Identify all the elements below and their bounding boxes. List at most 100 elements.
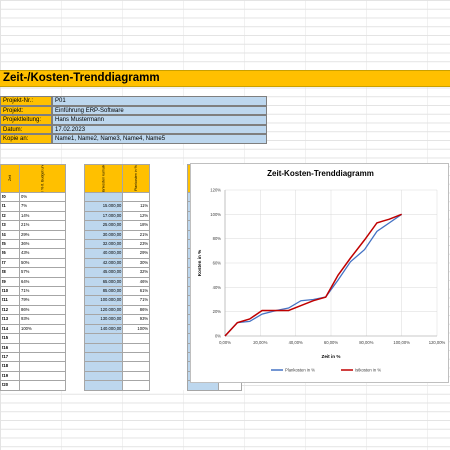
table-cell[interactable]: 30.000,00 bbox=[84, 229, 124, 241]
table-cell[interactable]: t20 bbox=[0, 380, 20, 391]
table-cell[interactable] bbox=[122, 380, 151, 391]
table-cell[interactable] bbox=[122, 370, 151, 382]
table-cell[interactable]: 85.000,00 bbox=[84, 286, 124, 297]
table-cell[interactable] bbox=[84, 191, 124, 203]
spacer-cell[interactable] bbox=[149, 267, 188, 278]
spacer-cell[interactable] bbox=[65, 305, 85, 315]
table-cell[interactable]: 46% bbox=[122, 276, 151, 288]
table-cell[interactable]: 71% bbox=[122, 295, 151, 306]
table-cell[interactable]: 12% bbox=[122, 210, 151, 222]
spacer-cell[interactable] bbox=[65, 201, 85, 212]
table-cell[interactable] bbox=[122, 191, 151, 203]
table-cell[interactable]: 36% bbox=[18, 239, 67, 250]
table-cell[interactable]: 120.000,00 bbox=[84, 304, 124, 316]
table-cell[interactable] bbox=[18, 370, 67, 382]
spacer-cell[interactable] bbox=[65, 295, 85, 306]
info-value[interactable]: Einführung ERP-Software bbox=[52, 105, 267, 116]
table-cell[interactable] bbox=[84, 351, 124, 363]
table-cell[interactable]: 43% bbox=[18, 248, 67, 259]
info-value[interactable]: Name1, Name2, Name3, Name4, Name5 bbox=[52, 134, 267, 144]
chart-container[interactable]: Zeit-Kosten-Trenddiagramm 0% 20% 40% 60% 80%… bbox=[190, 163, 449, 383]
table-cell[interactable] bbox=[122, 351, 151, 363]
spacer-cell[interactable] bbox=[65, 267, 85, 278]
table-cell[interactable]: 100% bbox=[18, 323, 67, 335]
table-cell[interactable]: 86% bbox=[18, 304, 67, 316]
table-cell[interactable] bbox=[18, 380, 67, 391]
table-cell[interactable]: 17.000,00 bbox=[84, 210, 124, 222]
spacer-cell[interactable] bbox=[149, 305, 188, 315]
spacer-cell[interactable] bbox=[149, 295, 188, 306]
spacer-cell[interactable] bbox=[65, 333, 85, 343]
table-cell[interactable]: 29% bbox=[18, 229, 67, 241]
spacer-cell[interactable] bbox=[65, 239, 85, 249]
table-cell[interactable] bbox=[122, 361, 151, 372]
table-cell[interactable]: t15 bbox=[0, 333, 20, 344]
spacer-cell[interactable] bbox=[149, 286, 188, 296]
table-cell[interactable]: t6 bbox=[0, 248, 20, 259]
table-cell[interactable]: t13 bbox=[0, 314, 20, 325]
table-cell[interactable] bbox=[84, 370, 124, 382]
table-cell[interactable]: t18 bbox=[0, 361, 20, 372]
table-cell[interactable]: 29% bbox=[122, 248, 151, 259]
table-cell[interactable] bbox=[18, 342, 67, 353]
table-cell[interactable]: t4 bbox=[0, 229, 20, 241]
table-cell[interactable]: 140.000,00 bbox=[84, 323, 124, 335]
table-cell[interactable]: 86% bbox=[122, 304, 151, 316]
table-cell[interactable]: t17 bbox=[0, 351, 20, 363]
spacer-cell[interactable] bbox=[149, 361, 188, 372]
spacer-cell[interactable] bbox=[65, 324, 85, 334]
table-cell[interactable]: 79% bbox=[18, 295, 67, 306]
spacer-cell[interactable] bbox=[65, 220, 85, 231]
spacer-cell[interactable] bbox=[149, 277, 188, 287]
table-cell[interactable] bbox=[84, 380, 124, 391]
spacer-cell[interactable] bbox=[65, 314, 85, 325]
table-cell[interactable]: 18% bbox=[122, 220, 151, 231]
table-cell[interactable] bbox=[122, 333, 151, 344]
table-cell[interactable]: 21% bbox=[18, 220, 67, 231]
table-cell[interactable] bbox=[84, 342, 124, 353]
table-cell[interactable] bbox=[18, 351, 67, 363]
table-cell[interactable]: 93% bbox=[122, 314, 151, 325]
spacer-cell[interactable] bbox=[149, 314, 188, 325]
table-cell[interactable]: 65.000,00 bbox=[84, 276, 124, 288]
table-cell[interactable]: t12 bbox=[0, 304, 20, 316]
spacer-cell[interactable] bbox=[65, 380, 85, 391]
table-cell[interactable]: 61% bbox=[122, 286, 151, 297]
spacer-cell[interactable] bbox=[149, 248, 188, 259]
table-cell[interactable]: 130.000,00 bbox=[84, 314, 124, 325]
table-cell[interactable]: t11 bbox=[0, 295, 20, 306]
table-cell[interactable] bbox=[84, 333, 124, 344]
info-value[interactable]: P01 bbox=[52, 96, 267, 106]
table-cell[interactable]: t10 bbox=[0, 286, 20, 297]
info-value[interactable]: Hans Mustermann bbox=[52, 115, 267, 125]
table-cell[interactable]: 45.000,00 bbox=[84, 267, 124, 278]
table-cell[interactable]: 50% bbox=[18, 257, 67, 269]
table-cell[interactable]: t7 bbox=[0, 257, 20, 269]
table-cell[interactable]: 0% bbox=[18, 191, 67, 203]
table-cell[interactable]: 25.000,00 bbox=[84, 220, 124, 231]
table-cell[interactable]: 21% bbox=[122, 229, 151, 241]
table-cell[interactable]: t2 bbox=[0, 210, 20, 222]
table-cell[interactable]: t5 bbox=[0, 239, 20, 250]
spacer-cell[interactable] bbox=[149, 220, 188, 231]
table-cell[interactable]: t16 bbox=[0, 342, 20, 353]
table-cell[interactable]: 30% bbox=[122, 257, 151, 269]
spacer-cell[interactable] bbox=[65, 286, 85, 296]
table-cell[interactable]: t8 bbox=[0, 267, 20, 278]
table-cell[interactable] bbox=[122, 342, 151, 353]
table-cell[interactable]: 7% bbox=[18, 201, 67, 212]
table-cell[interactable]: t19 bbox=[0, 370, 20, 382]
table-cell[interactable] bbox=[18, 333, 67, 344]
table-cell[interactable]: 11% bbox=[122, 201, 151, 212]
table-cell[interactable]: 100% bbox=[122, 323, 151, 335]
spacer-cell[interactable] bbox=[65, 258, 85, 268]
spacer-cell[interactable] bbox=[149, 239, 188, 249]
table-cell[interactable]: t3 bbox=[0, 220, 20, 231]
table-cell[interactable]: 64% bbox=[18, 276, 67, 288]
table-cell[interactable]: t0 bbox=[0, 191, 20, 203]
spacer-cell[interactable] bbox=[149, 230, 188, 240]
table-cell[interactable]: 23% bbox=[122, 239, 151, 250]
spacer-cell[interactable] bbox=[149, 343, 188, 353]
spacer-cell[interactable] bbox=[65, 343, 85, 353]
spacer-cell[interactable] bbox=[149, 352, 188, 362]
